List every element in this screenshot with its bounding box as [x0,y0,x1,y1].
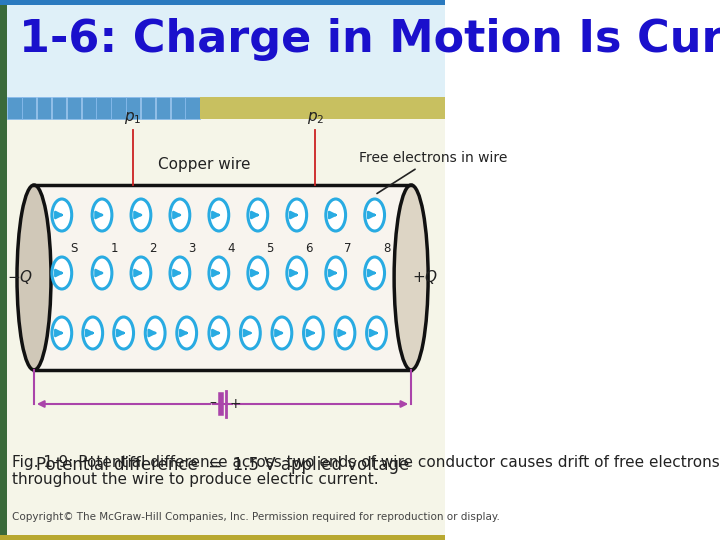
Bar [37,97,51,119]
Bar [0,535,445,540]
Circle shape [335,317,355,349]
Circle shape [304,317,323,349]
Circle shape [209,257,229,289]
Text: Copper wire: Copper wire [158,157,251,172]
Text: 7: 7 [344,242,352,255]
Circle shape [92,199,112,231]
Bar [0,0,445,5]
Text: 3: 3 [189,242,196,255]
Bar [52,97,66,119]
Text: –: – [210,397,217,411]
Bar [141,97,156,119]
Bar [67,97,81,119]
Circle shape [287,257,307,289]
Text: 4: 4 [228,242,235,255]
Bar [34,185,411,370]
Text: $+Q$: $+Q$ [412,268,438,287]
Circle shape [177,317,197,349]
Text: Copyright© The McGraw-Hill Companies, Inc. Permission required for reproduction : Copyright© The McGraw-Hill Companies, In… [12,512,500,522]
Bar [186,97,199,119]
Text: 2: 2 [150,242,157,255]
Circle shape [92,257,112,289]
Circle shape [131,199,151,231]
Circle shape [114,317,133,349]
Circle shape [240,317,260,349]
Text: S: S [71,242,78,255]
Text: 5: 5 [266,242,274,255]
Circle shape [52,257,72,289]
Bar [96,97,111,119]
Circle shape [365,257,384,289]
Circle shape [145,317,165,349]
Circle shape [170,199,190,231]
Circle shape [209,317,229,349]
Circle shape [365,199,384,231]
Bar [0,0,445,100]
Text: $p_2$: $p_2$ [307,110,324,126]
Text: $-Q$: $-Q$ [7,268,34,287]
Bar [156,97,170,119]
Bar [171,97,185,119]
Bar [200,97,445,119]
Bar [22,97,37,119]
Circle shape [248,199,268,231]
Circle shape [366,317,387,349]
Text: Fig. 1-9: Potential difference across two ends of wire conductor causes drift of: Fig. 1-9: Potential difference across tw… [12,455,720,488]
Bar [112,97,125,119]
Text: $p_1$: $p_1$ [124,110,142,126]
Ellipse shape [17,185,51,370]
Text: +: + [230,397,242,411]
Circle shape [209,199,229,231]
Circle shape [131,257,151,289]
Circle shape [52,317,72,349]
Text: Potential difference  =  1.5 V applied voltage: Potential difference = 1.5 V applied vol… [36,456,409,474]
Bar [35,186,410,369]
Text: 1-6: Charge in Motion Is Current: 1-6: Charge in Motion Is Current [19,18,720,61]
Circle shape [326,257,346,289]
Text: 8: 8 [383,242,391,255]
Circle shape [170,257,190,289]
Circle shape [287,199,307,231]
Text: 6: 6 [305,242,313,255]
Bar [0,0,7,540]
Circle shape [326,199,346,231]
Text: Free electrons in wire: Free electrons in wire [359,151,507,193]
Circle shape [83,317,103,349]
Ellipse shape [394,185,428,370]
Circle shape [52,199,72,231]
Bar [0,100,445,540]
Bar [126,97,140,119]
Circle shape [272,317,292,349]
Text: 1: 1 [111,242,118,255]
Bar [81,97,96,119]
Bar [7,97,22,119]
Circle shape [248,257,268,289]
